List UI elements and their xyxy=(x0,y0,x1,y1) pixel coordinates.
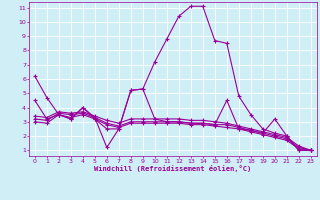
X-axis label: Windchill (Refroidissement éolien,°C): Windchill (Refroidissement éolien,°C) xyxy=(94,165,252,172)
